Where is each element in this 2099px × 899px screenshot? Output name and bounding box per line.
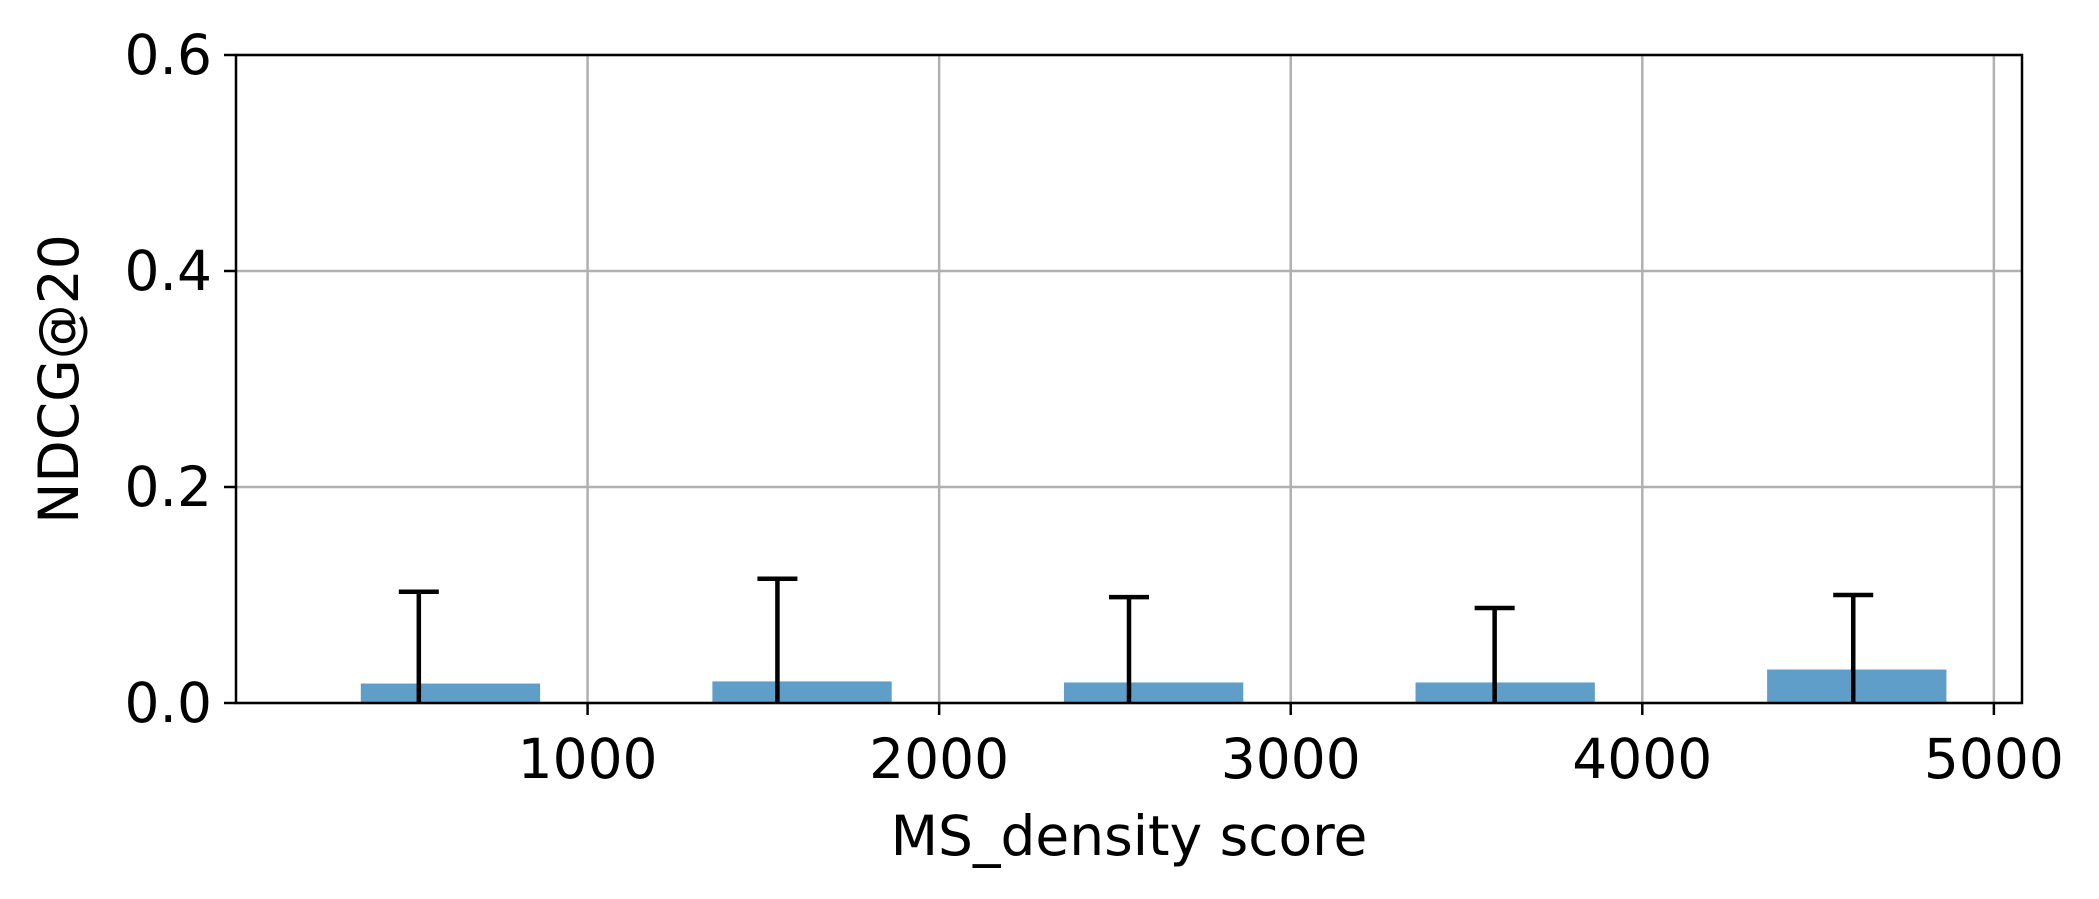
x-tick-label: 1000 (518, 727, 658, 791)
bar-4 (1415, 682, 1595, 703)
bar-5 (1767, 669, 1947, 703)
x-tick-label: 3000 (1221, 727, 1361, 791)
y-axis-title: NDCG@20 (27, 234, 91, 524)
x-tick-label: 2000 (869, 727, 1009, 791)
y-tick-label: 0.4 (125, 239, 212, 303)
bar-series (360, 669, 1947, 703)
x-tick-label: 4000 (1572, 727, 1712, 791)
y-tick-label: 0.6 (125, 23, 212, 87)
bar-2 (712, 681, 892, 703)
y-tick-label: 0.0 (125, 671, 212, 735)
x-tick-label: 5000 (1924, 727, 2064, 791)
y-tick-label: 0.2 (125, 455, 212, 519)
error-bars (398, 576, 1874, 703)
plot-frame (234, 53, 2024, 705)
bar-3 (1063, 682, 1244, 703)
x-axis-title: MS_density score (891, 804, 1368, 868)
axis-ticks: 1000 2000 3000 4000 5000 0.0 0.2 0.4 0.6 (125, 23, 2064, 791)
bar-1 (360, 683, 541, 703)
